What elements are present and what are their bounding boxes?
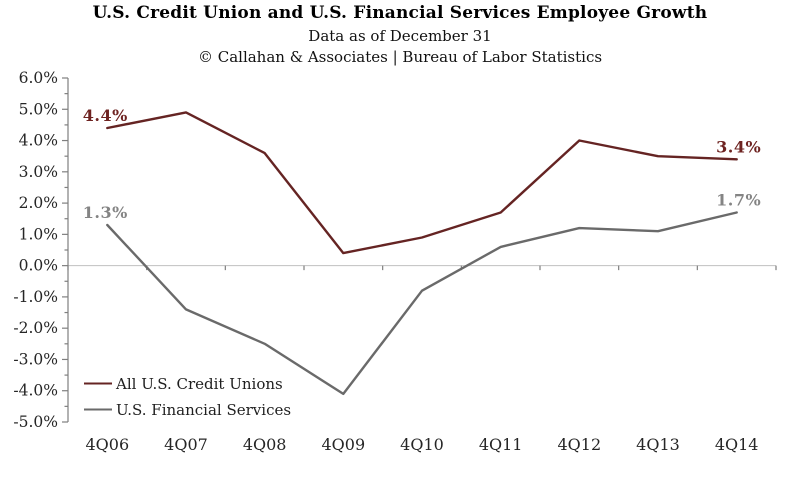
data-label: 4.4%	[83, 106, 128, 125]
y-tick-label: -1.0%	[13, 288, 58, 306]
y-axis	[62, 77, 69, 423]
chart-subtitle: Data as of December 31	[308, 27, 492, 45]
y-tick-label: 3.0%	[19, 163, 58, 181]
data-label: 1.3%	[83, 203, 128, 222]
x-tick-label: 4Q13	[636, 435, 680, 454]
x-axis-labels: 4Q06 4Q07 4Q08 4Q09 4Q10 4Q11 4Q12 4Q13 4Q14	[86, 435, 759, 454]
series-line-all-u-s-credit-unions	[106, 111, 738, 255]
x-tick-label: 4Q07	[164, 435, 208, 454]
x-tick-label: 4Q12	[558, 435, 602, 454]
x-tick-label: 4Q06	[86, 435, 130, 454]
data-labels: 4.4% 1.3% 3.4% 1.7%	[83, 106, 761, 222]
y-tick-label: -2.0%	[13, 319, 58, 337]
x-tick-label: 4Q14	[715, 435, 759, 454]
y-tick-label: 0.0%	[19, 257, 58, 275]
x-tick-label: 4Q11	[479, 435, 523, 454]
y-tick-label: 6.0%	[19, 69, 58, 87]
y-tick-label: 4.0%	[19, 132, 58, 150]
x-tick-label: 4Q08	[243, 435, 287, 454]
chart-title: U.S. Credit Union and U.S. Financial Ser…	[92, 3, 708, 23]
y-tick-label: 1.0%	[19, 225, 58, 243]
data-label: 3.4%	[716, 137, 761, 156]
y-tick-label: -4.0%	[13, 382, 58, 400]
legend-label: U.S. Financial Services	[116, 401, 291, 419]
y-tick-label: 2.0%	[19, 194, 58, 212]
chart-source-credit: © Callahan & Associates | Bureau of Labo…	[197, 48, 603, 66]
y-tick-label: -3.0%	[13, 350, 58, 368]
x-tick-label: 4Q10	[400, 435, 444, 454]
x-axis	[67, 265, 777, 271]
y-tick-label: -5.0%	[13, 413, 58, 431]
data-label: 1.7%	[716, 190, 761, 209]
legend: All U.S. Credit Unions U.S. Financial Ser…	[84, 375, 291, 419]
legend-label: All U.S. Credit Unions	[115, 375, 283, 393]
x-tick-label: 4Q09	[322, 435, 366, 454]
y-tick-label: 5.0%	[19, 100, 58, 118]
y-axis-labels: 6.0% 5.0% 4.0% 3.0% 2.0% 1.0% 0.0% -1.0% -2.0% -3…	[13, 69, 58, 431]
series-line-u-s-financial-services	[106, 211, 738, 396]
